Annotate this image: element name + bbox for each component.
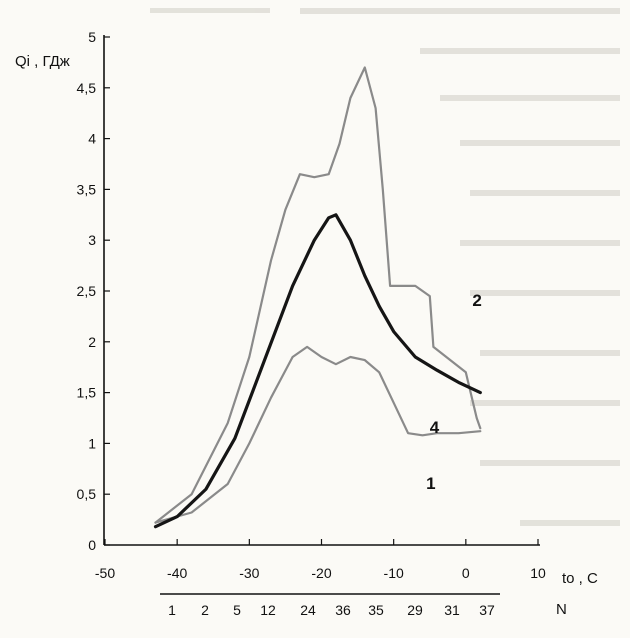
series-layer: 1 2 4 xyxy=(153,66,482,529)
series-line-1 xyxy=(154,345,482,524)
y-axis-title: Qi , ГДж xyxy=(15,53,70,70)
x-tick-label: 10 xyxy=(530,565,546,581)
y-tick-label: 1 xyxy=(88,435,96,451)
n-value-label: 37 xyxy=(479,602,495,618)
series-label-2: 2 xyxy=(472,291,481,310)
tick-labels: 0 0,5 1 1,5 2 2,5 3 3,5 4 4,5 5 -50 -40 -30 -20 -10 0 10 xyxy=(77,29,546,581)
x-tick-label: -10 xyxy=(384,565,404,581)
y-tick-label: 1,5 xyxy=(77,385,97,401)
y-tick-label: 3 xyxy=(88,232,96,248)
n-value-label: 12 xyxy=(260,602,276,618)
n-value-label: 29 xyxy=(407,602,423,618)
x-tick-label: -50 xyxy=(95,565,115,581)
y-tick-label: 2 xyxy=(88,334,96,350)
y-tick-label: 0 xyxy=(88,537,96,553)
axes xyxy=(103,35,540,546)
n-value-label: 24 xyxy=(300,602,316,618)
n-value-label: 36 xyxy=(335,602,351,618)
n-axis-title: N xyxy=(556,601,567,618)
n-value-label: 1 xyxy=(168,602,176,618)
n-value-label: 2 xyxy=(201,602,209,618)
series-label-4: 4 xyxy=(430,418,440,437)
y-tick-label: 3,5 xyxy=(77,181,97,197)
n-row: 1 2 5 12 24 36 35 29 31 37 xyxy=(160,593,500,618)
series-line-4 xyxy=(153,213,482,529)
x-tick-label: 0 xyxy=(462,565,470,581)
x-tick-label: -20 xyxy=(311,565,331,581)
y-tick-label: 0,5 xyxy=(77,486,97,502)
n-value-label: 31 xyxy=(444,602,460,618)
series-label-1: 1 xyxy=(426,474,435,493)
x-axis-title: to , C xyxy=(562,570,598,587)
tick-marks xyxy=(104,36,539,546)
n-value-label: 5 xyxy=(233,602,241,618)
y-tick-label: 4 xyxy=(88,131,96,147)
n-value-label: 35 xyxy=(368,602,384,618)
x-tick-label: -30 xyxy=(239,565,259,581)
y-tick-label: 2,5 xyxy=(77,283,97,299)
y-tick-label: 5 xyxy=(88,29,96,45)
series-line-2 xyxy=(154,66,482,524)
y-tick-label: 4,5 xyxy=(77,80,97,96)
x-tick-label: -40 xyxy=(167,565,187,581)
